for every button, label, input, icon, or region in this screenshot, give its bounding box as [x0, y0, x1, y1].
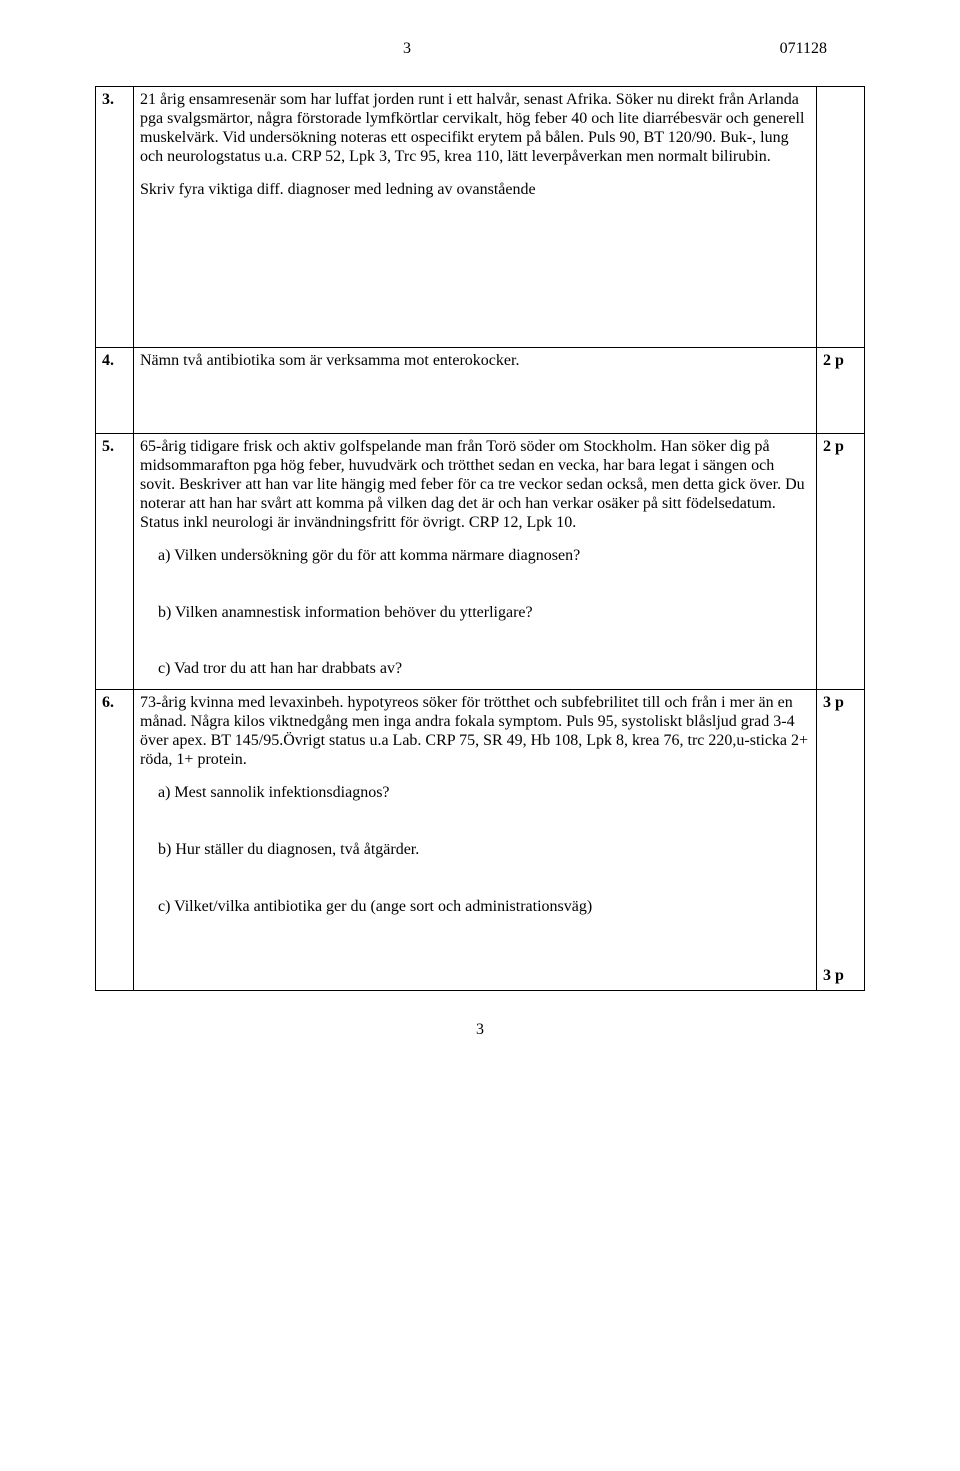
exam-table: 3. 21 årig ensamresenär som har luffat j…: [95, 86, 865, 991]
question-content: 21 årig ensamresenär som har luffat jord…: [134, 87, 817, 348]
question-row: 4. Nämn två antibiotika som är verksamma…: [96, 348, 865, 434]
question-text: Nämn två antibiotika som är verksamma mo…: [140, 352, 810, 371]
sub-question: c) Vilket/vilka antibiotika ger du (ange…: [158, 898, 810, 917]
question-number: 4.: [96, 348, 134, 434]
sub-question: c) Vad tror du att han har drabbats av?: [158, 660, 810, 679]
question-content: 65-årig tidigare frisk och aktiv golfspe…: [134, 434, 817, 690]
sub-question: a) Vilken undersökning gör du för att ko…: [158, 547, 810, 566]
points-cell: [817, 87, 865, 348]
header-date: 071128: [780, 40, 827, 58]
question-row: 6. 73-årig kvinna med levaxinbeh. hypoty…: [96, 690, 865, 991]
question-content: 73-årig kvinna med levaxinbeh. hypotyreo…: [134, 690, 817, 991]
question-text: 65-årig tidigare frisk och aktiv golfspe…: [140, 438, 810, 532]
points-cell: 2 p: [817, 348, 865, 434]
sub-question: b) Hur ställer du diagnosen, två åtgärde…: [158, 841, 810, 860]
answer-space: [140, 213, 810, 343]
question-text: 73-årig kvinna med levaxinbeh. hypotyreo…: [140, 694, 810, 770]
points-cell: 2 p: [817, 434, 865, 690]
question-number: 6.: [96, 690, 134, 991]
footer-page-number: 3: [95, 1021, 865, 1039]
sub-question-list: a) Mest sannolik infektionsdiagnos? b) H…: [158, 784, 810, 917]
question-text: Skriv fyra viktiga diff. diagnoser med l…: [140, 181, 810, 200]
question-number: 3.: [96, 87, 134, 348]
answer-space: [140, 385, 810, 429]
question-row: 3. 21 årig ensamresenär som har luffat j…: [96, 87, 865, 348]
points-bottom: 3 p: [817, 963, 864, 990]
exam-page: 3 071128 3. 21 årig ensamresenär som har…: [0, 0, 960, 1079]
page-header: 3 071128: [95, 40, 865, 58]
question-content: Nämn två antibiotika som är verksamma mo…: [134, 348, 817, 434]
sub-question: a) Mest sannolik infektionsdiagnos?: [158, 784, 810, 803]
sub-question-list: a) Vilken undersökning gör du för att ko…: [158, 547, 810, 680]
question-text: 21 årig ensamresenär som har luffat jord…: [140, 91, 810, 167]
header-page-number: 3: [403, 40, 411, 58]
question-number: 5.: [96, 434, 134, 690]
sub-question: b) Vilken anamnestisk information behöve…: [158, 604, 810, 623]
question-row: 5. 65-årig tidigare frisk och aktiv golf…: [96, 434, 865, 690]
points-top: 3 p: [817, 690, 864, 717]
points-cell: 3 p 3 p: [817, 690, 865, 991]
